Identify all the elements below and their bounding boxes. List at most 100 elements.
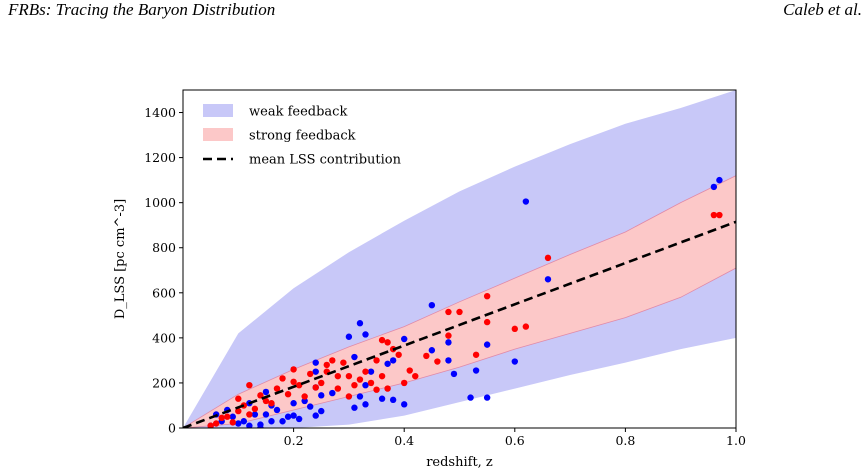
data-point-red bbox=[235, 407, 242, 415]
x-tick-label: 0.6 bbox=[505, 433, 525, 448]
data-point-blue bbox=[235, 420, 242, 427]
data-point-red bbox=[229, 419, 236, 426]
data-point-red bbox=[395, 351, 402, 358]
data-point-blue bbox=[251, 411, 259, 418]
data-point-red bbox=[367, 379, 375, 387]
data-point-blue bbox=[246, 422, 253, 428]
data-point-red bbox=[378, 372, 386, 380]
legend-swatch bbox=[203, 128, 233, 141]
data-point-red bbox=[373, 386, 380, 393]
data-point-red bbox=[224, 413, 231, 420]
legend-label: weak feedback bbox=[249, 105, 347, 120]
data-point-red bbox=[345, 393, 353, 400]
data-point-red bbox=[423, 352, 430, 360]
strong-band-lower-edge bbox=[183, 267, 736, 428]
data-point-red bbox=[384, 385, 391, 392]
data-point-red bbox=[262, 397, 270, 405]
data-point-red bbox=[290, 378, 297, 386]
data-point-blue bbox=[384, 360, 391, 367]
data-point-red bbox=[351, 381, 358, 389]
data-point-red bbox=[251, 405, 259, 413]
data-point-blue bbox=[483, 394, 491, 401]
strong-band-upper-edge bbox=[183, 175, 736, 428]
data-point-blue bbox=[511, 358, 518, 365]
data-point-blue bbox=[318, 407, 325, 415]
data-point-blue bbox=[472, 367, 480, 374]
data-point-red bbox=[212, 420, 220, 427]
data-point-red bbox=[290, 366, 297, 373]
data-point-blue bbox=[257, 424, 264, 428]
data-point-blue bbox=[716, 176, 723, 184]
x-tick-label: 1.0 bbox=[726, 433, 746, 448]
plot-frame bbox=[182, 89, 737, 429]
data-point-red bbox=[445, 308, 452, 316]
data-point-blue bbox=[351, 353, 358, 361]
data-point-blue bbox=[240, 418, 248, 425]
legend-label: mean LSS contribution bbox=[249, 153, 402, 168]
data-point-red bbox=[412, 372, 419, 380]
data-point-blue bbox=[329, 389, 336, 397]
data-point-blue bbox=[306, 403, 314, 410]
data-point-red bbox=[511, 325, 518, 333]
legend-swatch bbox=[203, 104, 233, 117]
y-tick-label: 200 bbox=[152, 375, 176, 390]
data-point-red bbox=[456, 308, 463, 316]
data-point-red bbox=[716, 211, 723, 219]
x-tick-label: 0.4 bbox=[394, 433, 414, 448]
data-point-red bbox=[246, 381, 253, 389]
data-point-blue bbox=[356, 393, 364, 400]
data-point-red bbox=[544, 254, 552, 262]
data-point-blue bbox=[389, 357, 397, 364]
data-point-blue bbox=[401, 401, 408, 408]
data-point-blue bbox=[279, 418, 286, 425]
y-tick-label: 1400 bbox=[144, 105, 176, 120]
data-point-red bbox=[378, 336, 386, 344]
data-point-blue bbox=[318, 392, 325, 399]
data-point-blue bbox=[389, 396, 397, 404]
x-tick-label: 0.2 bbox=[284, 433, 304, 448]
data-point-blue bbox=[268, 418, 275, 425]
data-point-red bbox=[334, 385, 342, 392]
data-point-red bbox=[401, 379, 408, 387]
data-point-red bbox=[284, 391, 292, 398]
data-point-red bbox=[279, 375, 286, 382]
data-point-red bbox=[406, 367, 413, 374]
data-point-blue bbox=[262, 411, 270, 418]
data-point-blue bbox=[522, 198, 530, 205]
page-header-authors: Caleb et al. bbox=[783, 0, 862, 19]
data-point-red bbox=[318, 379, 325, 387]
data-point-blue bbox=[312, 412, 319, 419]
y-tick-label: 0 bbox=[168, 421, 176, 436]
page-header-title: FRBs: Tracing the Baryon Distribution bbox=[8, 0, 276, 19]
data-point-blue bbox=[401, 335, 408, 343]
data-point-blue bbox=[378, 395, 386, 402]
data-point-blue bbox=[445, 357, 452, 364]
weak-feedback-band bbox=[183, 90, 736, 428]
data-point-red bbox=[356, 376, 364, 383]
data-point-blue bbox=[483, 341, 491, 348]
data-point-red bbox=[445, 332, 452, 339]
x-axis-label: redshift, z bbox=[426, 455, 493, 470]
data-point-red bbox=[340, 359, 347, 366]
data-point-blue bbox=[445, 339, 452, 346]
data-point-blue bbox=[356, 320, 364, 327]
data-point-blue bbox=[428, 347, 436, 354]
mean-lss-line bbox=[183, 220, 736, 428]
data-point-red bbox=[218, 414, 225, 422]
data-point-blue bbox=[467, 394, 474, 401]
data-point-red bbox=[483, 292, 491, 300]
data-point-blue bbox=[351, 404, 358, 411]
data-point-red bbox=[345, 372, 353, 380]
y-tick-label: 1000 bbox=[144, 195, 176, 210]
data-point-red bbox=[434, 358, 441, 365]
data-point-red bbox=[384, 339, 391, 346]
data-point-blue bbox=[290, 400, 297, 407]
data-point-red bbox=[257, 392, 264, 399]
data-point-red bbox=[362, 368, 369, 375]
data-point-red bbox=[483, 318, 491, 326]
data-point-red bbox=[312, 384, 319, 391]
data-point-red bbox=[329, 357, 336, 364]
y-axis-label: D_LSS [pc cm^-3] bbox=[113, 199, 128, 319]
data-point-blue bbox=[362, 401, 369, 408]
